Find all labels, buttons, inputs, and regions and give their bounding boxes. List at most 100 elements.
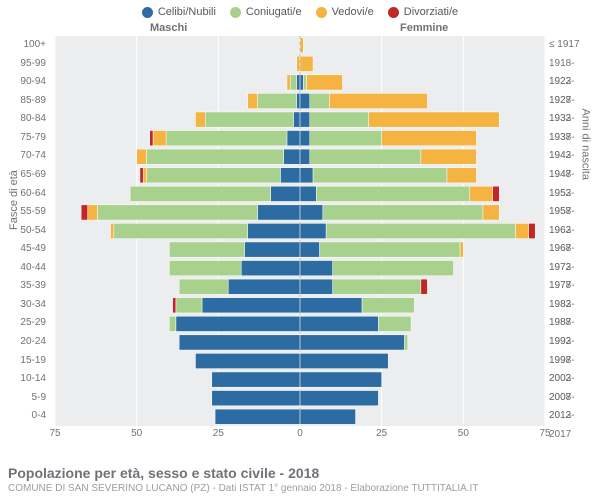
bar-segment [303, 75, 306, 90]
legend-item: Divorziati/e [388, 6, 458, 18]
birth-year: 1923-1927 [545, 73, 600, 92]
bar-segment [421, 279, 428, 294]
bar-segment [382, 131, 477, 146]
bar-segment [271, 186, 300, 201]
age-band: 75-79 [0, 129, 50, 148]
chart-footer: Popolazione per età, sesso e stato civil… [8, 465, 478, 494]
birth-year: 1933-1937 [545, 110, 600, 129]
bar-segment [421, 149, 477, 164]
birth-year: 1928-1932 [545, 92, 600, 111]
bar-segment [166, 131, 287, 146]
x-tick: 50 [458, 428, 469, 439]
bar-segment [179, 335, 300, 350]
bar-segment [310, 131, 382, 146]
age-band: 40-44 [0, 259, 50, 278]
bar-segment [300, 205, 323, 220]
age-band: 60-64 [0, 185, 50, 204]
x-tick: 25 [376, 428, 387, 439]
bar-segment [493, 186, 500, 201]
bar-segment [300, 168, 313, 183]
bar-segment [258, 205, 300, 220]
age-band: 90-94 [0, 73, 50, 92]
bar-segment [228, 279, 300, 294]
bar-segment [297, 93, 300, 108]
bar-segment [297, 56, 300, 71]
bar-segment [516, 223, 529, 238]
female-header: Femmine [400, 22, 448, 34]
age-band: 85-89 [0, 92, 50, 111]
bar-segment [215, 409, 300, 424]
bar-segment [300, 261, 333, 276]
birth-year: 1968-1972 [545, 240, 600, 259]
bar-segment [323, 205, 483, 220]
bar-segment [287, 75, 290, 90]
bar-segment [169, 316, 176, 331]
bar-segment [307, 75, 343, 90]
bar-segment [241, 261, 300, 276]
birth-year: ≤ 1917 [545, 36, 600, 55]
bar-segment [284, 149, 300, 164]
bar-segment [300, 353, 388, 368]
bar-segment [300, 372, 382, 387]
bar-segment [300, 279, 333, 294]
age-band: 45-49 [0, 240, 50, 259]
birth-year: 1938-1942 [545, 129, 600, 148]
bar-segment [300, 149, 310, 164]
bar-segment [248, 93, 258, 108]
birth-year: 1983-1987 [545, 296, 600, 315]
bar-segment [300, 298, 362, 313]
age-band: 65-69 [0, 166, 50, 185]
bar-segment [137, 149, 147, 164]
legend-item: Celibi/Nubili [142, 6, 216, 18]
legend-swatch [230, 7, 241, 18]
age-band: 15-19 [0, 352, 50, 371]
bar-segment [97, 205, 257, 220]
bar-segment [300, 75, 303, 90]
birth-year: 1998-2002 [545, 352, 600, 371]
age-band: 0-4 [0, 407, 50, 426]
bar-segment [300, 56, 313, 71]
bar-segment [333, 261, 454, 276]
age-band: 95-99 [0, 55, 50, 74]
bar-segment [300, 335, 405, 350]
bar-segment [153, 131, 166, 146]
legend-swatch [142, 7, 153, 18]
x-tick: 25 [213, 428, 224, 439]
bar-segment [300, 131, 310, 146]
bar-segment [130, 186, 270, 201]
age-band: 50-54 [0, 222, 50, 241]
bar-segment [111, 223, 114, 238]
birth-year: 1918-1922 [545, 55, 600, 74]
bar-segment [114, 223, 248, 238]
x-tick: 50 [131, 428, 142, 439]
bar-segment [212, 391, 300, 406]
birth-year: 1943-1947 [545, 147, 600, 166]
bar-segment [405, 335, 408, 350]
bar-segment [195, 112, 205, 127]
bar-segment [313, 168, 447, 183]
bar-segment [326, 223, 515, 238]
bar-segment [310, 112, 369, 127]
bar-segment [88, 205, 98, 220]
bar-segment [212, 372, 300, 387]
bar-segment [300, 316, 378, 331]
age-band: 35-39 [0, 277, 50, 296]
bar-segment [150, 131, 153, 146]
legend-item: Vedovi/e [316, 6, 374, 18]
age-band: 80-84 [0, 110, 50, 129]
bar-segment [290, 75, 297, 90]
age-band: 5-9 [0, 389, 50, 408]
birth-year: 2003-2007 [545, 370, 600, 389]
male-header: Maschi [150, 22, 187, 34]
bar-segment [146, 149, 283, 164]
bar-segment [248, 223, 300, 238]
birth-year: 1963-1967 [545, 222, 600, 241]
bar-segment [297, 75, 300, 90]
bar-segment [205, 112, 293, 127]
bar-segment [329, 93, 427, 108]
bar-segment [310, 149, 421, 164]
age-band: 55-59 [0, 203, 50, 222]
bar-segment [300, 93, 310, 108]
legend-label: Divorziati/e [404, 6, 458, 18]
bar-segment [300, 391, 378, 406]
